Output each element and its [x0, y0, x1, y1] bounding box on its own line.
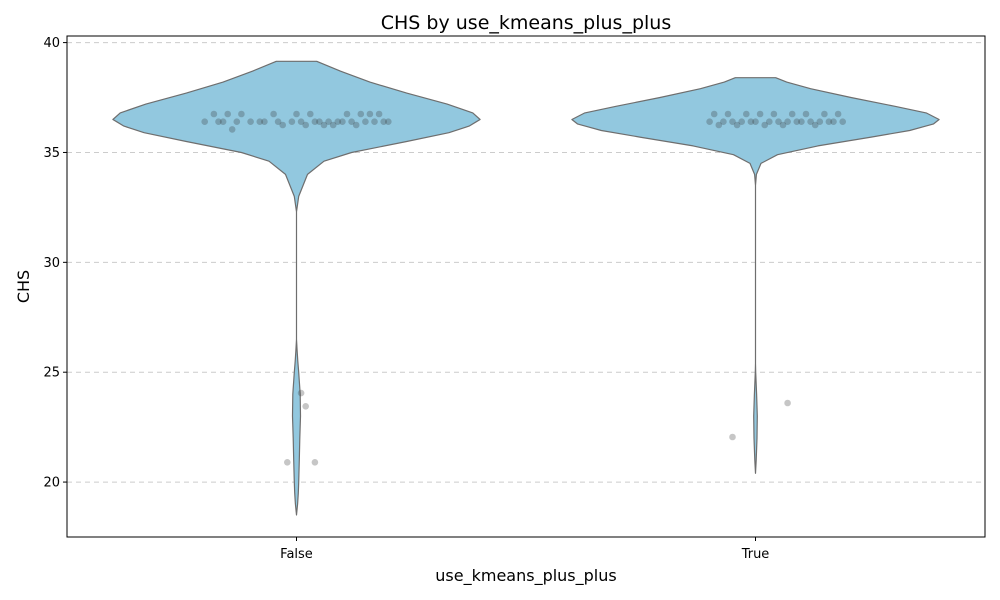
x-axis-ticks: False True — [280, 537, 769, 562]
data-point — [302, 403, 310, 410]
strip-points — [201, 110, 846, 466]
y-tick-label: 25 — [43, 366, 60, 381]
data-point — [357, 110, 365, 118]
y-axis-label: CHS — [14, 270, 33, 303]
grid-lines — [67, 42, 985, 483]
data-point — [775, 118, 782, 125]
data-point — [385, 118, 392, 125]
data-point — [839, 118, 846, 125]
data-point — [302, 121, 310, 129]
plot-area-frame — [66, 35, 986, 538]
data-point — [279, 121, 287, 129]
data-point — [371, 118, 378, 125]
data-point — [366, 110, 374, 118]
data-point — [784, 399, 791, 407]
data-point — [788, 110, 796, 118]
data-point — [325, 118, 332, 125]
data-point — [224, 110, 231, 118]
data-point — [720, 118, 727, 125]
chart-title: CHS by use_kmeans_plus_plus — [381, 12, 671, 34]
data-point — [274, 118, 282, 125]
data-point — [811, 121, 819, 129]
data-point — [311, 118, 319, 125]
data-point — [297, 389, 305, 397]
data-point — [798, 118, 805, 125]
data-point — [343, 110, 351, 118]
data-point — [715, 121, 723, 129]
data-point — [228, 126, 236, 133]
data-point — [816, 118, 824, 125]
data-point — [329, 121, 337, 129]
data-point — [807, 118, 814, 125]
data-point — [756, 110, 764, 118]
x-tick-label: True — [741, 547, 770, 562]
data-point — [830, 118, 837, 125]
data-point — [747, 118, 755, 125]
data-point — [311, 459, 319, 466]
data-point — [779, 121, 787, 129]
data-point — [733, 121, 741, 129]
data-point — [761, 121, 768, 129]
data-point — [380, 118, 388, 125]
violin-false — [112, 60, 481, 516]
data-point — [834, 110, 842, 118]
data-point — [362, 118, 369, 125]
data-point — [348, 118, 355, 125]
y-tick-label: 20 — [43, 476, 60, 491]
data-point — [210, 110, 218, 118]
data-point — [375, 110, 383, 118]
data-point — [339, 118, 346, 125]
data-point — [743, 110, 750, 118]
data-point — [297, 118, 305, 125]
data-point — [219, 118, 227, 125]
violin-true — [571, 77, 940, 474]
data-point — [766, 118, 773, 125]
data-point — [316, 118, 323, 125]
data-point — [825, 118, 833, 125]
data-point — [233, 118, 241, 125]
data-point — [724, 110, 732, 118]
data-point — [256, 118, 264, 125]
data-point — [793, 118, 801, 125]
y-tick-label: 30 — [43, 256, 60, 271]
data-point — [270, 110, 277, 118]
data-point — [215, 118, 222, 125]
data-point — [821, 110, 828, 118]
data-point — [261, 118, 268, 125]
data-point — [284, 459, 291, 466]
data-point — [770, 110, 778, 118]
data-point — [706, 118, 713, 125]
data-point — [288, 118, 296, 125]
x-tick-label: False — [280, 547, 313, 562]
data-point — [729, 118, 736, 125]
violins — [112, 60, 940, 516]
x-axis-label: use_kmeans_plus_plus — [435, 566, 616, 586]
data-point — [802, 110, 810, 118]
data-point — [247, 118, 254, 125]
data-point — [320, 121, 328, 129]
data-point — [352, 121, 360, 129]
y-axis-ticks: 20 25 30 35 40 — [43, 36, 67, 491]
data-point — [738, 118, 745, 125]
y-tick-label: 40 — [43, 36, 60, 51]
data-point — [784, 118, 791, 125]
data-point — [334, 118, 342, 125]
data-point — [201, 118, 208, 125]
data-point — [729, 433, 736, 441]
data-point — [293, 110, 300, 118]
data-point — [752, 118, 759, 125]
data-point — [307, 110, 314, 118]
data-point — [238, 110, 245, 118]
y-tick-label: 35 — [43, 146, 60, 161]
data-point — [710, 110, 718, 118]
